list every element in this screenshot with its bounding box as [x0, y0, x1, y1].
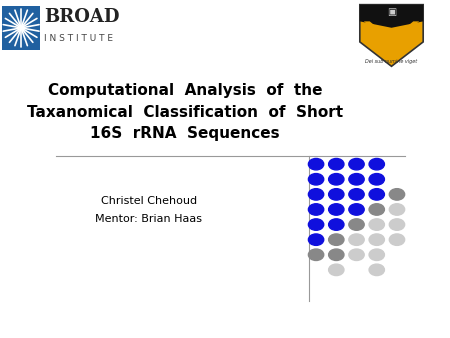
Circle shape [349, 249, 364, 261]
Circle shape [308, 219, 324, 230]
Circle shape [349, 189, 364, 200]
Text: I N S T I T U T E: I N S T I T U T E [44, 34, 113, 43]
Circle shape [349, 234, 364, 245]
Circle shape [369, 249, 384, 261]
Circle shape [389, 204, 405, 215]
Circle shape [349, 173, 364, 185]
Circle shape [369, 189, 384, 200]
Polygon shape [364, 21, 419, 43]
Circle shape [389, 234, 405, 245]
Circle shape [328, 249, 344, 261]
Text: Dei sub numine viget: Dei sub numine viget [365, 59, 418, 64]
Circle shape [369, 159, 384, 170]
Text: Computational  Analysis  of  the
Taxanomical  Classification  of  Short
16S  rRN: Computational Analysis of the Taxanomica… [27, 83, 343, 141]
Text: Christel Chehoud: Christel Chehoud [101, 196, 197, 206]
Circle shape [328, 264, 344, 275]
Circle shape [349, 219, 364, 230]
Text: ▣: ▣ [387, 7, 396, 17]
Circle shape [349, 159, 364, 170]
Circle shape [308, 173, 324, 185]
Text: BROAD: BROAD [44, 8, 120, 26]
Circle shape [328, 234, 344, 245]
Text: Mentor: Brian Haas: Mentor: Brian Haas [95, 214, 202, 224]
Circle shape [308, 189, 324, 200]
Circle shape [369, 234, 384, 245]
Bar [2, 6, 40, 50]
Circle shape [369, 264, 384, 275]
Polygon shape [360, 5, 423, 28]
Circle shape [369, 173, 384, 185]
Circle shape [328, 189, 344, 200]
Circle shape [328, 204, 344, 215]
Circle shape [389, 219, 405, 230]
Circle shape [328, 159, 344, 170]
Circle shape [308, 234, 324, 245]
Circle shape [308, 204, 324, 215]
Circle shape [349, 204, 364, 215]
Circle shape [328, 219, 344, 230]
Circle shape [328, 173, 344, 185]
Circle shape [308, 159, 324, 170]
Circle shape [308, 249, 324, 261]
Circle shape [369, 219, 384, 230]
Polygon shape [360, 5, 423, 66]
Circle shape [369, 204, 384, 215]
Circle shape [389, 189, 405, 200]
